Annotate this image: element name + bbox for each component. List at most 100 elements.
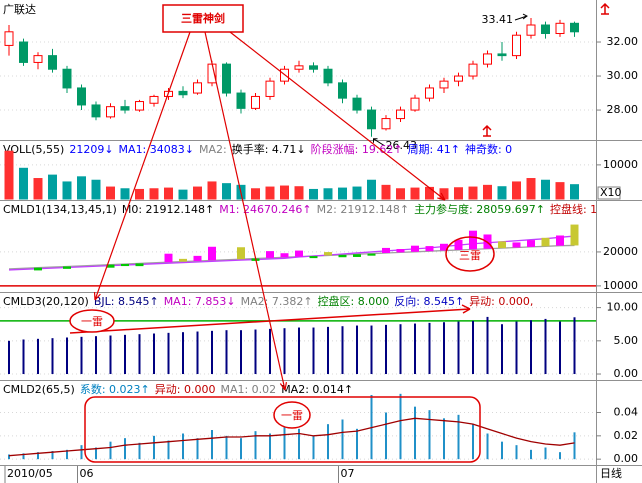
indicator-bar [385, 412, 387, 460]
indicator-bar [208, 246, 216, 261]
candle-body [512, 34, 521, 57]
volume-bar [164, 187, 173, 200]
candle-body [497, 53, 507, 57]
indicator-bar [573, 432, 576, 460]
header-item: VOLL(5,55) [3, 143, 64, 156]
annotation-region [84, 396, 481, 463]
volume-bar [338, 187, 347, 200]
candle-body [309, 65, 318, 70]
annotation-arrow [229, 31, 446, 201]
indicator-bar [167, 332, 170, 375]
indicator-bar [512, 242, 521, 248]
volume-bar [222, 183, 231, 200]
indicator-bar [109, 335, 112, 375]
candle-body [149, 95, 159, 104]
volume-bar [48, 174, 57, 200]
annotation-ellipse [273, 401, 311, 429]
y-tick-label: 20000 [603, 245, 638, 258]
candle-body [323, 68, 333, 84]
annotation-ellipse [69, 309, 115, 333]
candle-body [381, 118, 391, 130]
volume-bar [77, 176, 86, 200]
volume-bar [106, 186, 115, 200]
indicator-bar [266, 251, 274, 258]
volume-bar [483, 184, 492, 200]
indicator-bar [367, 253, 376, 256]
indicator-bar [240, 330, 242, 375]
header-item: CMLD3(20,120) [3, 295, 89, 308]
indicator-bar [443, 418, 445, 460]
candle-body [251, 95, 260, 109]
indicator-bar [280, 253, 289, 258]
annotation-arrow [204, 31, 286, 391]
indicator-bar [138, 334, 141, 375]
header-item: CMLD2(65,5) [3, 383, 75, 396]
indicator-bar [138, 442, 141, 460]
indicator-bar [324, 252, 332, 256]
candle-body [396, 109, 405, 120]
indicator-bar [298, 428, 300, 460]
y-tick-label: 10000 [603, 279, 638, 292]
candle-body [541, 24, 550, 35]
candle-body [439, 80, 449, 89]
y-tick-label: 32.00 [607, 35, 639, 48]
annotation-label: 三雷 [459, 249, 481, 262]
trend-arrow [69, 308, 471, 334]
header-item: 控盘线: 1 [550, 202, 597, 216]
indicator-bar [211, 430, 213, 460]
candle-body [526, 24, 536, 36]
low-arrow [373, 138, 385, 147]
indicator-bar [269, 433, 271, 460]
volume-bar [367, 179, 376, 200]
candle-body [222, 63, 231, 94]
indicator-bar [51, 338, 54, 375]
header-item: MA1: 34083↓ [119, 143, 194, 156]
unit-box [597, 186, 621, 200]
volume-bar [381, 184, 391, 200]
volume-bar [280, 185, 289, 200]
indicator-bar [37, 338, 39, 375]
candle-body [352, 97, 362, 111]
indicator-bar [312, 435, 315, 460]
indicator-bar [196, 438, 199, 460]
indicator-bar [309, 256, 318, 259]
indicator-bar [124, 334, 126, 375]
indicator-bar [106, 264, 115, 268]
indicator-bar [179, 258, 187, 262]
indicator-bar [254, 329, 257, 375]
candle-body [48, 55, 57, 70]
header-item: M2: 21912.148↑ [317, 203, 409, 216]
indicator-bar [570, 224, 579, 246]
indicator-bar [283, 426, 286, 460]
indicator-bar [8, 340, 10, 375]
indicator-bar [22, 453, 25, 460]
header-item: 异动: 0.000 [155, 383, 216, 396]
volume-bar [294, 186, 304, 200]
indicator-bar [457, 321, 460, 375]
indicator-bar [80, 445, 83, 460]
header-item: 异动: 0.000, [469, 295, 533, 308]
volume-bar [120, 188, 130, 200]
panel-header: CMLD2(65,5) 系数: 0.023↑ 异动: 0.000 MA1: 0.02 M… [3, 383, 353, 396]
header-item: 反向: 8.545↑ [394, 294, 464, 308]
indicator-bar [124, 438, 126, 460]
indicator-bar [559, 452, 561, 460]
header-item: 阶段涨幅: 19.62↑ [311, 142, 403, 156]
volume-bar [309, 188, 318, 200]
header-item: 控盘区: 8.000 [318, 294, 390, 308]
indicator-bar [356, 325, 358, 375]
volume-bar [265, 186, 275, 200]
volume-bar [570, 184, 579, 200]
volume-bar [207, 181, 217, 200]
unit-label: X10 [600, 186, 622, 199]
indicator-bar [486, 433, 489, 460]
indicator-bar [34, 267, 42, 271]
indicator-bar [414, 323, 416, 375]
high-label: 33.41 [482, 13, 514, 26]
indicator-bar [443, 322, 445, 375]
indicator-bar [515, 445, 518, 460]
indicator-bar [66, 449, 68, 460]
y-tick-label: 0.00 [614, 452, 639, 465]
volume-bar [135, 188, 144, 200]
